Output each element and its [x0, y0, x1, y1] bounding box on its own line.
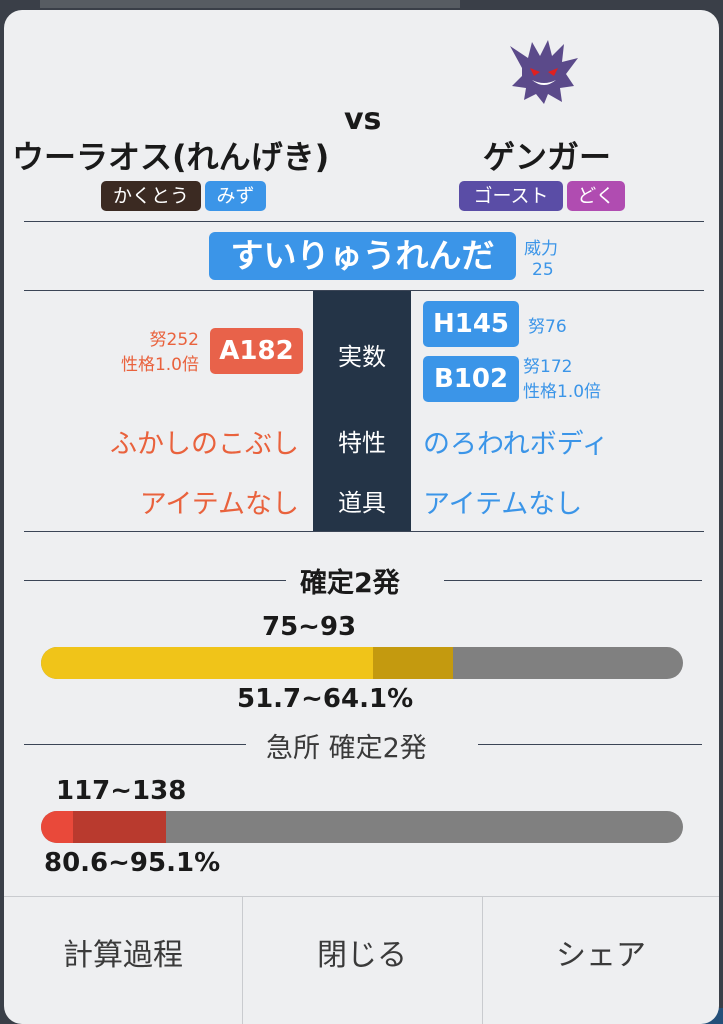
attack-stat-button[interactable]: A182 — [210, 328, 303, 374]
footer-divider — [482, 897, 483, 1024]
gengar-sprite-icon — [504, 38, 584, 106]
section-line — [478, 744, 702, 745]
footer-divider — [242, 897, 243, 1024]
label-ability: 特性 — [338, 429, 386, 457]
critical-bar-range — [73, 811, 167, 843]
damage-result-modal: vs ウーラオス(れんげき) ゲンガー かくとう みず ゴースト どく すいりゅ… — [4, 10, 719, 1024]
defender-item[interactable]: アイテムなし — [423, 489, 583, 520]
label-item: 道具 — [338, 489, 386, 517]
share-button[interactable]: シェア — [556, 938, 646, 973]
defender-def-ev-info: 努172 性格1.0倍 — [523, 355, 601, 405]
critical-result-title: 急所 確定2発 — [266, 733, 427, 764]
defense-stat-button[interactable]: B102 — [423, 356, 519, 402]
critical-damage-percent: 80.6~95.1% — [44, 848, 221, 878]
hp-stat-button[interactable]: H145 — [423, 301, 519, 347]
section-line — [24, 580, 286, 581]
critical-damage-range: 117~138 — [56, 776, 187, 806]
vs-label: vs — [344, 102, 382, 137]
defender-type-badge: ゴースト — [459, 181, 563, 211]
attacker-ability[interactable]: ふかしのこぶし — [110, 429, 299, 460]
attacker-type-badge: みず — [205, 181, 266, 211]
section-line — [444, 580, 702, 581]
attacker-ev: 努252 — [149, 330, 199, 350]
attacker-item[interactable]: アイテムなし — [139, 489, 299, 520]
divider — [24, 221, 704, 222]
defender-def-ev: 努172 — [523, 357, 573, 377]
attacker-ev-info: 努252 性格1.0倍 — [84, 328, 199, 378]
move-name-button[interactable]: すいりゅうれんだ — [209, 232, 516, 280]
divider — [24, 531, 704, 532]
footer-bar: 計算過程 閉じる シェア — [4, 896, 719, 1024]
defender-name: ゲンガー — [482, 138, 611, 176]
stat-category-column: 実数 特性 道具 — [313, 291, 411, 531]
close-button[interactable]: 閉じる — [317, 938, 407, 973]
defender-nature: 性格1.0倍 — [523, 382, 602, 402]
divider — [24, 290, 704, 291]
label-actual-stats: 実数 — [338, 343, 386, 371]
normal-damage-bar — [41, 647, 683, 679]
defender-hp-ev: 努76 — [528, 317, 567, 337]
normal-bar-guaranteed — [41, 647, 373, 679]
power-label: 威力 — [524, 239, 558, 259]
normal-result-title: 確定2発 — [300, 568, 400, 599]
defender-type-badge: どく — [567, 181, 625, 211]
background-strip — [40, 0, 460, 8]
calc-process-button[interactable]: 計算過程 — [63, 938, 183, 973]
normal-damage-range: 75~93 — [262, 612, 357, 642]
critical-bar-guaranteed — [41, 811, 74, 843]
attacker-name: ウーラオス(れんげき) — [12, 138, 330, 176]
attacker-nature: 性格1.0倍 — [120, 355, 199, 375]
critical-damage-bar — [41, 811, 683, 843]
defender-ability[interactable]: のろわれボディ — [423, 429, 609, 460]
power-value: 25 — [532, 260, 554, 280]
attacker-type-badge: かくとう — [101, 181, 201, 211]
section-line — [24, 744, 246, 745]
normal-bar-range — [372, 647, 453, 679]
normal-damage-percent: 51.7~64.1% — [237, 684, 414, 714]
